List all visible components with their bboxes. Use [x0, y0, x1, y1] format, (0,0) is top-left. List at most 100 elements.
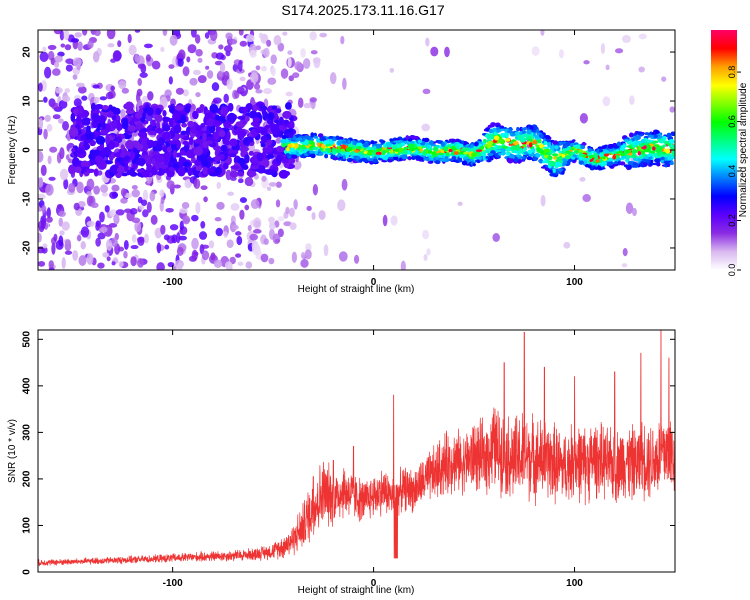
heatmap-cell: [324, 153, 329, 159]
heatmap-cell: [360, 139, 365, 143]
heatmap-cell: [40, 217, 46, 230]
heatmap-cell: [146, 163, 152, 171]
heatmap-cell: [583, 159, 588, 165]
y-tick-label: 500: [22, 331, 33, 348]
heatmap-cell: [268, 182, 277, 187]
heatmap-cell: [244, 204, 250, 211]
heatmap-cell: [40, 164, 47, 176]
spectrogram-y-axis-label: Frequency (Hz): [7, 116, 18, 185]
heatmap-cell: [516, 154, 522, 158]
heatmap-cell: [193, 146, 203, 156]
heatmap-cell: [647, 146, 651, 150]
heatmap-cell: [631, 148, 637, 154]
heatmap-cell: [142, 209, 149, 218]
heatmap-cell: [136, 168, 145, 173]
heatmap-cell: [435, 160, 441, 165]
heatmap-cell: [489, 146, 495, 151]
heatmap-cell: [58, 217, 64, 227]
heatmap-cell: [236, 86, 245, 95]
heatmap-cell: [116, 136, 122, 143]
heatmap-cell: [552, 140, 559, 145]
heatmap-cell: [605, 64, 610, 71]
heatmap-cell: [414, 155, 421, 160]
heatmap-cell: [431, 151, 436, 155]
heatmap-cell: [78, 255, 87, 267]
heatmap-cell: [249, 171, 257, 177]
heatmap-cell: [335, 135, 340, 140]
heatmap-cell: [172, 150, 177, 159]
heatmap-cell: [239, 209, 245, 220]
heatmap-cell: [78, 148, 84, 155]
heatmap-cell: [61, 221, 70, 231]
heatmap-cell: [629, 95, 635, 106]
heatmap-cell: [65, 239, 71, 246]
heatmap-cell: [155, 107, 162, 115]
heatmap-cell: [625, 155, 631, 159]
heatmap-cell: [123, 250, 128, 259]
heatmap-cell: [507, 129, 513, 134]
heatmap-cell: [545, 151, 550, 156]
heatmap-cell: [573, 144, 580, 149]
heatmap-cell: [493, 135, 500, 141]
heatmap-cell: [179, 114, 187, 124]
heatmap-cell: [375, 151, 382, 156]
heatmap-cell: [92, 149, 101, 157]
heatmap-cell: [332, 150, 337, 155]
heatmap-cell: [54, 87, 63, 94]
heatmap-cell: [172, 163, 178, 169]
heatmap-cell: [51, 242, 56, 255]
heatmap-cell: [469, 158, 474, 163]
heatmap-cell: [54, 61, 60, 68]
heatmap-cell: [146, 201, 152, 213]
heatmap-cell: [400, 142, 406, 146]
heatmap-cell: [256, 152, 264, 162]
heatmap-cell: [70, 38, 80, 43]
heatmap-cell: [139, 72, 148, 79]
heatmap-cell: [263, 238, 269, 245]
heatmap-cell: [186, 56, 191, 63]
heatmap-cell: [142, 189, 149, 202]
heatmap-cell: [296, 137, 303, 141]
heatmap-cell: [229, 153, 237, 158]
heatmap-cell: [131, 217, 141, 224]
heatmap-cell: [151, 60, 161, 70]
heatmap-cell: [516, 134, 523, 140]
heatmap-cell: [95, 222, 100, 231]
heatmap-cell: [309, 150, 315, 154]
heatmap-cell: [187, 182, 192, 187]
heatmap-cell: [276, 154, 282, 164]
heatmap-cell: [232, 224, 239, 230]
heatmap-cell: [307, 136, 312, 139]
heatmap-cell: [448, 148, 453, 153]
heatmap-cell: [120, 151, 126, 158]
heatmap-cell: [425, 37, 430, 47]
heatmap-cell: [80, 135, 87, 141]
heatmap-cell: [155, 143, 163, 152]
heatmap-cell: [288, 75, 294, 82]
heatmap-cell: [59, 230, 65, 236]
heatmap-cell: [508, 127, 513, 130]
heatmap-cell: [417, 146, 423, 149]
heatmap-cell: [422, 229, 430, 240]
heatmap-cell: [532, 156, 538, 162]
heatmap-cell: [231, 145, 238, 151]
heatmap-cell: [498, 138, 504, 144]
heatmap-cell: [107, 43, 115, 48]
heatmap-cell: [313, 135, 319, 139]
heatmap-cell: [162, 146, 168, 153]
heatmap-cell: [328, 139, 334, 143]
heatmap-cell: [661, 76, 667, 82]
heatmap-cell: [393, 155, 399, 161]
heatmap-cell: [629, 132, 634, 138]
heatmap-cell: [264, 169, 275, 175]
heatmap-cell: [333, 157, 338, 160]
heatmap-cell: [213, 145, 222, 151]
heatmap-cell: [619, 161, 626, 165]
heatmap-cell: [59, 147, 65, 160]
heatmap-cell: [140, 137, 148, 146]
colorbar-label: Normalized spectral amplitude: [738, 82, 749, 217]
heatmap-cell: [260, 253, 269, 263]
heatmap-cell: [46, 123, 53, 132]
heatmap-cell: [63, 30, 70, 41]
